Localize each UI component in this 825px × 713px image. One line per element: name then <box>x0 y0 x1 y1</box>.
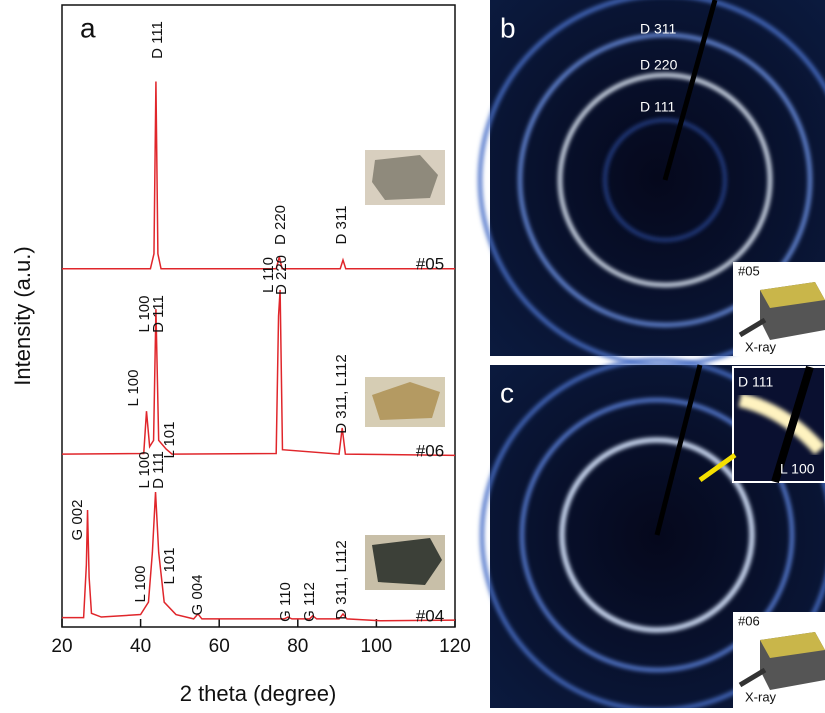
peak-label: G 004 <box>189 575 206 616</box>
peak-label: D 311, L112 <box>333 354 350 434</box>
peak-label: D 111 <box>149 21 166 59</box>
peak-label: G 112 <box>301 582 318 622</box>
plot-frame <box>62 5 455 627</box>
ring-label: D 311 <box>640 21 677 37</box>
x-axis-label: 2 theta (degree) <box>180 681 337 706</box>
peak-label: L 100 <box>125 370 142 407</box>
ring-label: D 111 <box>640 99 675 115</box>
sample-label: #05 <box>738 263 760 278</box>
beam-label: X-ray <box>745 339 777 354</box>
peak-label: L 101 <box>161 548 178 585</box>
figure: a 2 theta (degree) Intensity (a.u.) b D … <box>0 0 825 708</box>
series-label: #06 <box>416 441 444 460</box>
peak-label: D 311 <box>333 206 350 245</box>
panel-b: b D 311 D 220 D 111 #05 X-ray <box>480 0 825 365</box>
beam-label: X-ray <box>745 689 777 704</box>
trace <box>62 290 455 455</box>
peak-label: D 111 <box>150 451 167 489</box>
inset-label: L 100 <box>780 461 815 477</box>
peak-label: D 311, L112 <box>333 540 350 620</box>
peak-label: D 111 <box>150 295 167 333</box>
x-tick-label: 100 <box>361 636 393 657</box>
peak-label: D 220 <box>272 205 289 245</box>
peak-label: L 100 <box>132 566 149 603</box>
peak-label: G 002 <box>69 500 86 541</box>
x-tick-label: 120 <box>439 636 471 657</box>
inset-label: D 111 <box>738 374 773 390</box>
x-tick-label: 60 <box>209 636 230 657</box>
peak-label: D 220 <box>273 255 290 295</box>
x-tick-label: 20 <box>51 636 72 657</box>
peak-label: G 110 <box>277 582 294 622</box>
sample-label: #06 <box>738 613 760 628</box>
series-label: #04 <box>416 606 444 625</box>
x-tick-label: 80 <box>287 636 308 657</box>
panel-letter: c <box>500 377 514 408</box>
panel-letter: a <box>80 12 96 43</box>
x-tick-label: 40 <box>130 636 151 657</box>
y-axis-label: Intensity (a.u.) <box>10 246 35 385</box>
panel-c: c D 111 L 100 #06 X-ray <box>482 360 825 708</box>
series-label: #05 <box>416 254 444 273</box>
page: {"chart_data": {"type": "line", "panel":… <box>0 0 825 708</box>
panel-letter: b <box>500 12 516 43</box>
ring-label: D 220 <box>640 57 678 73</box>
